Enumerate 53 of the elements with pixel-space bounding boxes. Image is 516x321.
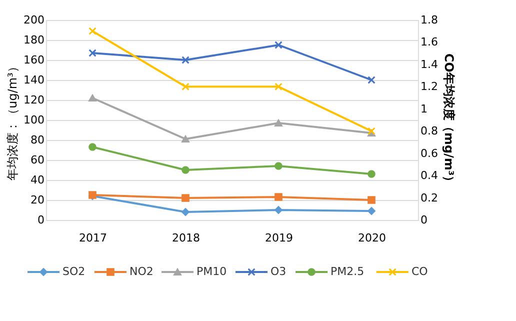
y2-tick-label: 1.6 [420, 36, 438, 49]
point [182, 56, 190, 64]
point [274, 193, 282, 201]
point [368, 207, 376, 215]
legend-label: SO2 [62, 265, 86, 278]
x-tick-label: 2018 [172, 232, 200, 244]
y-tick-label: 80 [30, 134, 44, 146]
point [88, 143, 96, 151]
y2-tick-label: 1.8 [420, 14, 438, 26]
point [182, 82, 190, 91]
x-tick-label: 2019 [265, 232, 293, 244]
y-tick-label: 180 [24, 34, 44, 46]
y2-tick-label: 0.2 [420, 191, 438, 204]
legend-label: PM2.5 [330, 265, 364, 278]
point [368, 196, 376, 204]
point [182, 166, 190, 174]
y-tick-label: 200 [24, 14, 44, 26]
y2-tick-label: 1.4 [420, 58, 438, 71]
point [88, 27, 96, 36]
legend-label: NO2 [130, 265, 154, 278]
y-tick-label: 140 [24, 74, 44, 86]
point [182, 208, 190, 216]
legend-label: O3 [270, 265, 286, 278]
y2-tick-label: 0.8 [420, 124, 438, 138]
y-tick-label: 20 [30, 194, 44, 206]
x-tick-label: 2020 [358, 232, 386, 244]
legend-label: CO [412, 265, 428, 278]
y-axis-title: 年均浓度：（ug/m³） [6, 60, 20, 180]
y2-tick-label: 1.2 [420, 80, 438, 94]
point [274, 120, 282, 126]
point [182, 136, 190, 142]
y2-axis-title: CO年均浓度（mg/m³） [442, 53, 456, 188]
point [182, 194, 190, 202]
y2-tick-label: 0 [420, 214, 428, 226]
y-tick-label: 100 [24, 114, 44, 126]
y2-tick-label: 0.4 [420, 169, 438, 182]
y2-tick-label: 1 [420, 102, 428, 116]
point [274, 41, 282, 49]
point [274, 162, 282, 170]
y-tick-label: 40 [30, 174, 44, 186]
y2-tick-label: 0.6 [420, 146, 438, 160]
point [274, 206, 282, 214]
point [88, 94, 96, 102]
y-tick-label: 60 [30, 154, 44, 166]
point [368, 170, 376, 178]
y-tick-label: 160 [24, 54, 44, 66]
legend-label: PM10 [196, 265, 227, 278]
y-tick-label: 0 [38, 214, 44, 226]
point [274, 82, 282, 91]
point [88, 49, 96, 57]
point [368, 76, 376, 84]
x-tick-label: 2017 [79, 232, 107, 244]
y-tick-label: 120 [24, 94, 44, 106]
